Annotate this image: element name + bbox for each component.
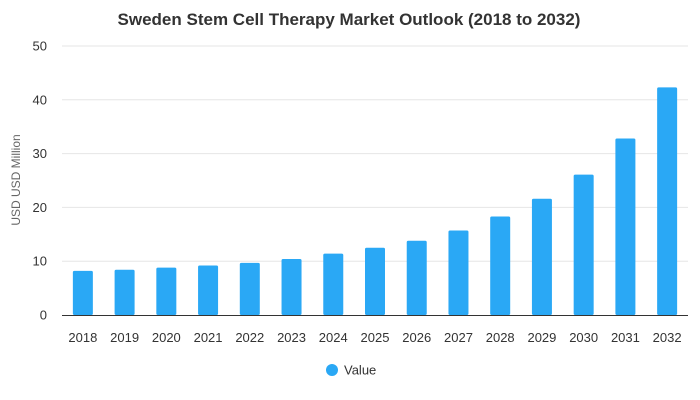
chart-title: Sweden Stem Cell Therapy Market Outlook … (118, 10, 581, 29)
bars (72, 87, 678, 316)
bar-2021[interactable] (198, 265, 219, 315)
bar-2025[interactable] (365, 247, 385, 315)
bar-2028[interactable] (490, 216, 511, 315)
x-tick-label: 2030 (569, 330, 598, 345)
y-tick-label: 30 (33, 146, 47, 161)
x-tick-label: 2023 (277, 330, 306, 345)
y-tick-label: 50 (33, 39, 47, 54)
bar-2018[interactable] (72, 270, 93, 315)
bar-2030[interactable] (573, 174, 594, 315)
bar-2026[interactable] (406, 240, 427, 315)
bar-2024[interactable] (323, 253, 344, 315)
bar-2022[interactable] (239, 262, 260, 315)
x-tick-label: 2021 (194, 330, 223, 345)
x-tick-label: 2020 (152, 330, 181, 345)
x-tick-label: 2029 (527, 330, 556, 345)
bar-2020[interactable] (156, 267, 177, 315)
x-tick-label: 2022 (235, 330, 264, 345)
x-tick-label: 2025 (361, 330, 390, 345)
x-axis-ticks: 2018 2019 2020 2021 2022 2023 2024 2025 2026 2027… (68, 330, 681, 345)
y-tick-label: 0 (40, 308, 47, 323)
x-tick-label: 2031 (611, 330, 640, 345)
bar-2029[interactable] (531, 198, 552, 315)
bar-2023[interactable] (281, 259, 302, 315)
y-axis-title: USD USD Million (9, 134, 23, 225)
legend[interactable]: Value (326, 363, 376, 378)
x-tick-label: 2028 (486, 330, 515, 345)
x-tick-label: 2024 (319, 330, 348, 345)
x-tick-label: 2026 (402, 330, 431, 345)
x-tick-label: 2027 (444, 330, 473, 345)
y-tick-label: 10 (33, 254, 47, 269)
gridlines (62, 45, 688, 262)
x-tick-label: 2018 (68, 330, 97, 345)
x-tick-label: 2032 (653, 330, 682, 345)
bar-2019[interactable] (114, 269, 135, 315)
legend-swatch-value (326, 364, 338, 376)
x-tick-label: 2019 (110, 330, 139, 345)
bar-2027[interactable] (448, 230, 469, 315)
bar-2031[interactable] (615, 138, 636, 315)
legend-label-value: Value (344, 363, 376, 378)
y-axis-ticks: 0 10 20 30 40 50 (33, 39, 47, 323)
y-tick-label: 20 (33, 200, 47, 215)
bar-2032[interactable] (657, 87, 678, 316)
y-tick-label: 40 (33, 92, 47, 107)
